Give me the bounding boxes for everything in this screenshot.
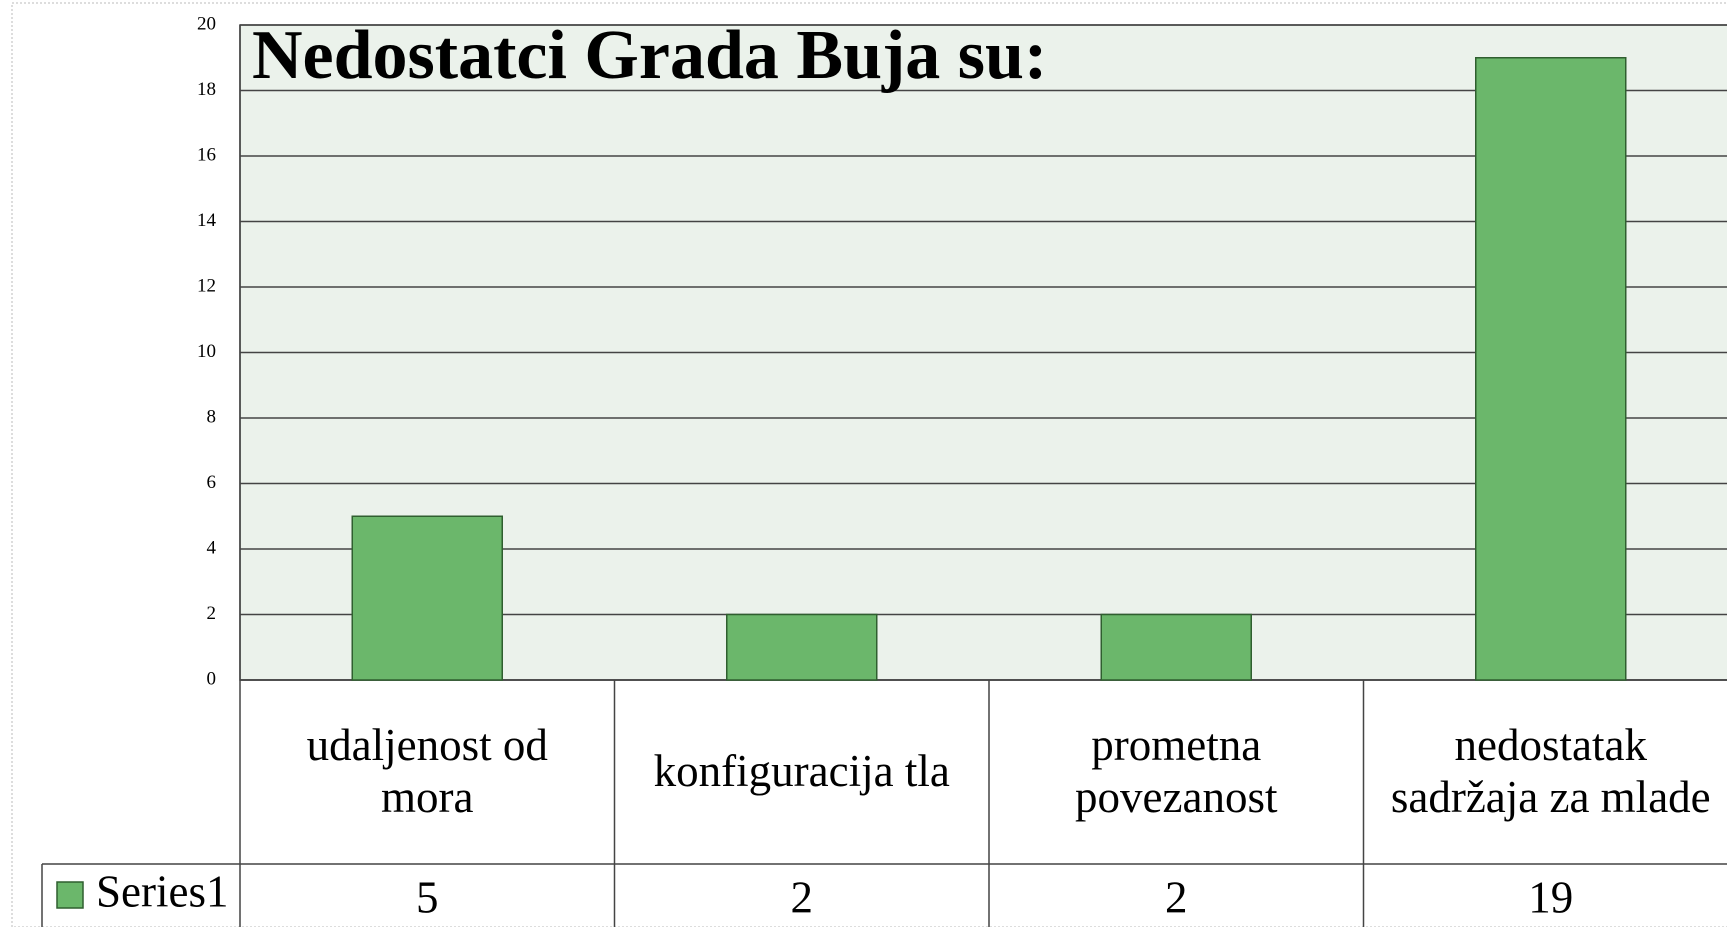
y-tick-label: 4 <box>207 537 217 558</box>
y-tick-label: 8 <box>207 406 217 427</box>
x-tick-label: udaljenost od mora <box>306 720 548 822</box>
legend-swatch <box>56 881 84 909</box>
x-tick-label: prometna povezanost <box>1075 720 1278 822</box>
bar <box>351 515 503 681</box>
y-tick-label: 0 <box>207 668 217 689</box>
table-value: 5 <box>416 872 439 922</box>
y-tick-label: 18 <box>197 79 216 100</box>
frame <box>11 2 1727 927</box>
x-tick-label: nedostatak sadržaja za mlade <box>1390 720 1711 822</box>
table-value: 19 <box>1528 872 1573 922</box>
y-tick-label: 6 <box>207 472 217 493</box>
y-tick-label: 16 <box>197 144 216 165</box>
table-value: 2 <box>1165 872 1188 922</box>
y-tick-label: 20 <box>197 13 216 34</box>
bar <box>1475 57 1627 681</box>
bar <box>726 613 878 681</box>
x-tick-label: konfiguracija tla <box>653 746 950 797</box>
y-tick-label: 14 <box>197 210 217 231</box>
y-tick-label: 2 <box>207 603 217 624</box>
y-tick-label: 10 <box>197 341 216 362</box>
bar <box>1100 613 1252 681</box>
table-value: 2 <box>791 872 814 922</box>
legend-label: Series1 <box>96 866 228 916</box>
chart-title: Nedostatci Grada Buja su: <box>252 17 1047 94</box>
y-tick-label: 12 <box>197 275 216 296</box>
